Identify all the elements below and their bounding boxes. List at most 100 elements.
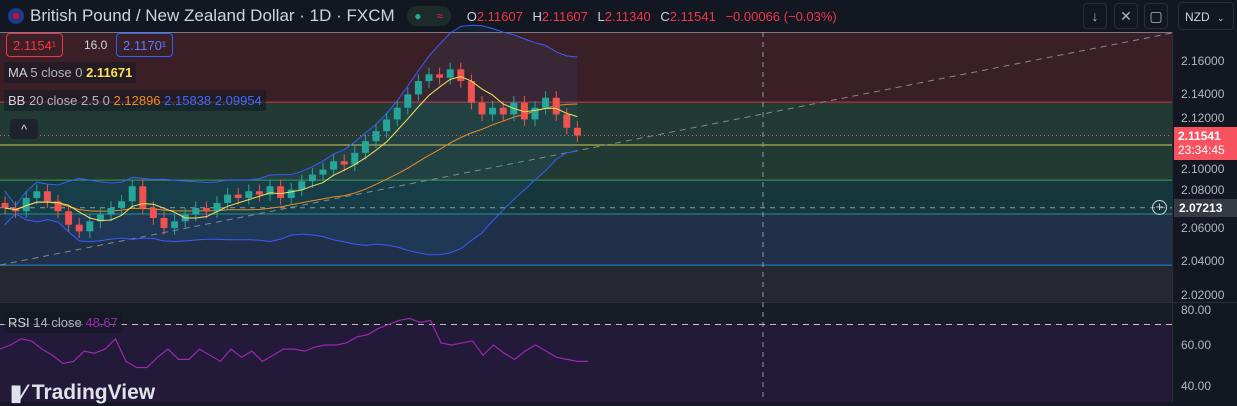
bb-upper-line: [4, 24, 578, 207]
bb-params: 20 close 2.5 0: [28, 93, 110, 108]
bb-upper-value: 2.15838: [164, 93, 212, 108]
close-value: 2.11541: [669, 8, 716, 24]
candle: [65, 211, 73, 225]
candle: [287, 189, 295, 198]
arrow-down-icon: ↓: [1091, 8, 1099, 24]
price-tick: 2.04000: [1181, 254, 1225, 269]
candle: [224, 194, 232, 203]
candle: [351, 152, 359, 165]
buy-button[interactable]: 2.1170¹: [116, 33, 174, 57]
trend-line: [0, 32, 1173, 266]
brand-name: TradingView: [31, 381, 156, 404]
candle: [75, 224, 83, 232]
candle: [266, 186, 274, 195]
close-label: C: [660, 8, 670, 24]
rsi-line: [0, 317, 588, 369]
bb-basis-value: 2.12896: [113, 93, 161, 108]
candle: [489, 107, 497, 115]
fullscreen-icon: ▢: [1149, 7, 1163, 24]
bb-legend[interactable]: BB 20 close 2.5 0 2.12896 2.15838 2.0995…: [4, 90, 266, 111]
bb-fill: [5, 25, 578, 255]
candle: [202, 207, 210, 212]
rsi-legend[interactable]: RSI 14 close 48.67: [4, 312, 122, 333]
candle: [520, 102, 528, 120]
collapse-legend-button[interactable]: ^: [10, 119, 38, 139]
candle: [531, 107, 539, 120]
last-price-label: 2.11541 23:34:45: [1174, 127, 1237, 160]
last-price: 2.11541: [1178, 129, 1221, 143]
candle: [542, 97, 550, 108]
rsi-value: 48.67: [85, 315, 118, 330]
delay-icon: ≈: [436, 9, 444, 23]
candle: [425, 74, 433, 82]
header-bar: British Pound / New Zealand Dollar · 1D …: [0, 0, 1237, 32]
candle: [96, 214, 104, 222]
collapse-button[interactable]: ✕: [1114, 3, 1138, 29]
price-tick: 2.02000: [1181, 287, 1225, 302]
candle: [467, 81, 475, 103]
currency-value: NZD: [1185, 10, 1210, 24]
candle: [372, 131, 380, 142]
sell-button[interactable]: 2.1154¹: [6, 33, 64, 57]
candle: [118, 201, 126, 208]
candle: [319, 169, 327, 175]
candle: [308, 174, 316, 182]
open-value: 2.11607: [476, 8, 523, 24]
rsi-tick: 80.00: [1181, 302, 1212, 317]
high-value: 2.11607: [541, 8, 588, 24]
add-plus-icon[interactable]: +: [1152, 200, 1167, 215]
low-label: L: [597, 8, 605, 24]
candle: [22, 197, 30, 212]
ma-value: 2.11671: [86, 65, 133, 80]
price-tick: 2.10000: [1181, 162, 1225, 176]
candle: [86, 221, 94, 232]
ma-legend[interactable]: MA 5 close 0 2.11671: [4, 62, 137, 83]
candle: [171, 221, 179, 228]
scroll-to-latest-button[interactable]: ↓: [1083, 3, 1107, 29]
low-value: 2.11340: [604, 8, 651, 24]
price-tick: 2.16000: [1181, 54, 1225, 68]
market-open-dot-icon: ●: [414, 9, 422, 23]
candle: [160, 217, 168, 228]
bb-name: BB: [8, 93, 26, 108]
candle: [478, 102, 486, 115]
candle: [393, 107, 401, 120]
chevron-down-icon: ⌄: [1217, 13, 1225, 23]
currency-select[interactable]: NZD ⌄: [1178, 2, 1234, 30]
ohlc-readout: O2.11607 H2.11607 L2.11340 C2.11541 −0.0…: [467, 9, 843, 24]
candle: [107, 207, 115, 215]
candle: [43, 191, 51, 202]
rsi-overbought-area: [0, 303, 1172, 324]
price-tick: 2.08000: [1181, 183, 1225, 197]
candle: [54, 201, 62, 212]
fullscreen-button[interactable]: ▢: [1144, 3, 1168, 29]
rsi-name: RSI: [8, 315, 30, 330]
symbol-title[interactable]: British Pound / New Zealand Dollar · 1D …: [30, 6, 395, 25]
open-label: O: [466, 8, 477, 24]
change-value: −0.00066 (−0.03%): [725, 8, 837, 24]
candle: [573, 127, 581, 136]
candle: [277, 186, 285, 198]
candle: [457, 69, 465, 82]
candle: [245, 191, 253, 198]
candle: [552, 97, 560, 115]
ma-line: [4, 76, 578, 222]
spread-value: 16.0: [84, 38, 108, 52]
market-status[interactable]: ● ≈: [406, 6, 451, 26]
rsi-tick: 60.00: [1181, 338, 1212, 352]
high-label: H: [532, 8, 542, 24]
candle: [255, 191, 263, 195]
zone-gray: [0, 265, 1172, 302]
candle: [563, 114, 571, 128]
candle: [213, 202, 221, 212]
crosshair-price-label: 2.07213: [1174, 199, 1237, 217]
candle: [330, 161, 338, 170]
candle: [139, 186, 147, 208]
tradingview-logo: ▮⁄ TradingView: [10, 380, 155, 406]
candle: [340, 161, 348, 165]
candle: [1, 202, 9, 208]
candle: [128, 186, 136, 202]
candle: [383, 119, 391, 132]
candle: [33, 191, 41, 198]
